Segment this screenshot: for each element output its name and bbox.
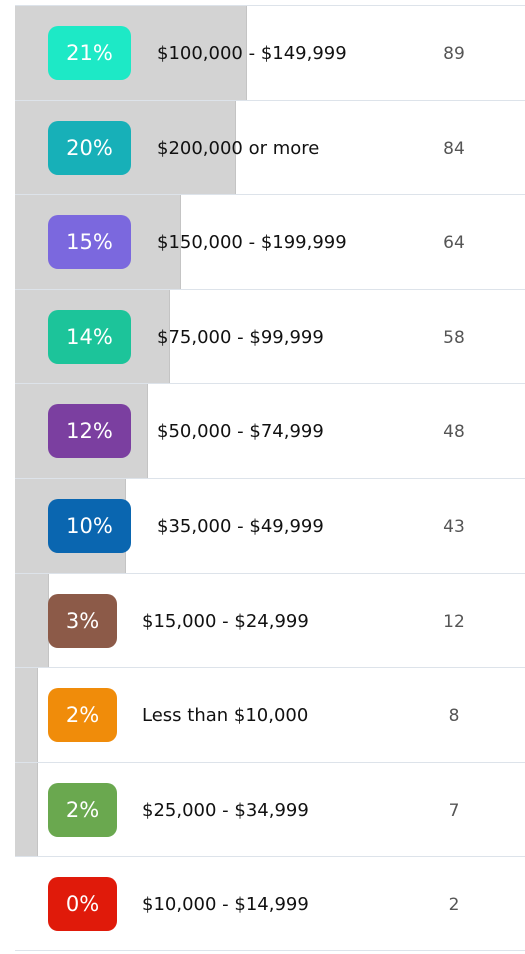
count: 64 [443, 233, 465, 254]
income-label: $150,000 - $199,999 [157, 232, 347, 254]
list-row: 14% $75,000 - $99,999 58 [15, 288, 525, 384]
list-row: 15% $150,000 - $199,999 64 [15, 194, 525, 290]
count: 7 [448, 800, 460, 821]
share-badge: 12% [48, 404, 131, 459]
share-badge: 2% [48, 688, 117, 743]
list-row: 2% $25,000 - $34,999 7 [15, 761, 525, 857]
list-row: 20% $200,000 or more 84 [15, 99, 525, 195]
count: 58 [443, 327, 465, 348]
list-row: 21% $100,000 - $149,999 89 [15, 5, 525, 100]
list-row: 10% $35,000 - $49,999 43 [15, 478, 525, 573]
share-bar [15, 762, 38, 857]
income-label: $35,000 - $49,999 [157, 516, 324, 537]
share-badge: 0% [48, 877, 117, 932]
count: 43 [443, 517, 465, 537]
share-badge: 20% [48, 120, 131, 175]
count: 48 [443, 422, 465, 443]
list-row: 12% $50,000 - $74,999 48 [15, 383, 525, 479]
share-bar [15, 573, 49, 668]
count: 84 [443, 138, 465, 159]
count: 89 [443, 44, 465, 64]
income-label: Less than $10,000 [142, 705, 309, 727]
income-label: $10,000 - $14,999 [142, 894, 309, 916]
list-row: 3% $15,000 - $24,999 12 [15, 572, 525, 668]
income-label: $200,000 or more [157, 137, 320, 159]
income-label: $50,000 - $74,999 [157, 421, 324, 443]
count: 2 [448, 895, 460, 916]
share-badge: 21% [48, 26, 131, 80]
list-row: 2% Less than $10,000 8 [15, 667, 525, 763]
share-badge: 14% [48, 309, 131, 364]
share-bar [15, 668, 38, 763]
income-label: $15,000 - $24,999 [142, 610, 309, 632]
share-badge: 10% [48, 499, 131, 553]
income-label: $75,000 - $99,999 [157, 326, 324, 348]
share-badge: 3% [48, 593, 117, 648]
share-badge: 2% [48, 782, 117, 837]
income-label: $25,000 - $34,999 [142, 799, 309, 821]
list-row: 0% $10,000 - $14,999 2 [15, 856, 525, 952]
income-label: $100,000 - $149,999 [157, 43, 347, 64]
share-badge: 15% [48, 215, 131, 270]
count: 8 [448, 706, 460, 727]
count: 12 [443, 611, 465, 632]
